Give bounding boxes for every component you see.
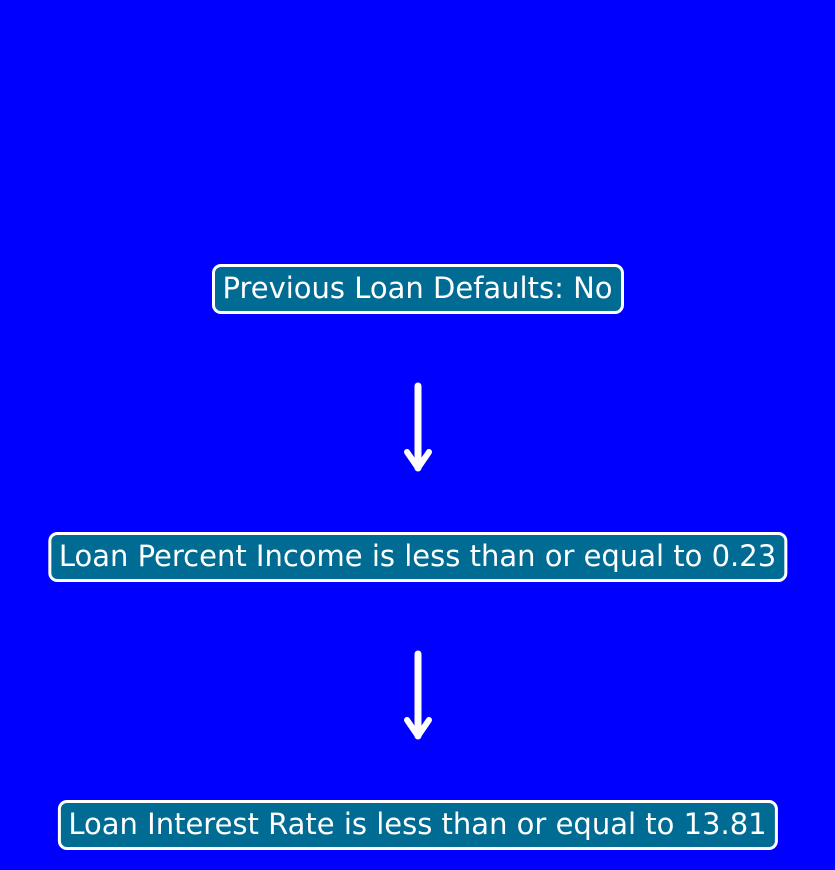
node-loan-interest-rate: Loan Interest Rate is less than or equal…: [57, 800, 778, 850]
node-label: Loan Interest Rate is less than or equal…: [68, 807, 767, 841]
node-label: Loan Percent Income is less than or equa…: [58, 539, 777, 573]
node-previous-loan-defaults: Previous Loan Defaults: No: [211, 264, 624, 314]
down-arrow-icon: [404, 650, 432, 740]
node-label: Previous Loan Defaults: No: [222, 271, 613, 305]
node-loan-percent-income: Loan Percent Income is less than or equa…: [47, 532, 788, 582]
down-arrow-icon: [404, 382, 432, 472]
